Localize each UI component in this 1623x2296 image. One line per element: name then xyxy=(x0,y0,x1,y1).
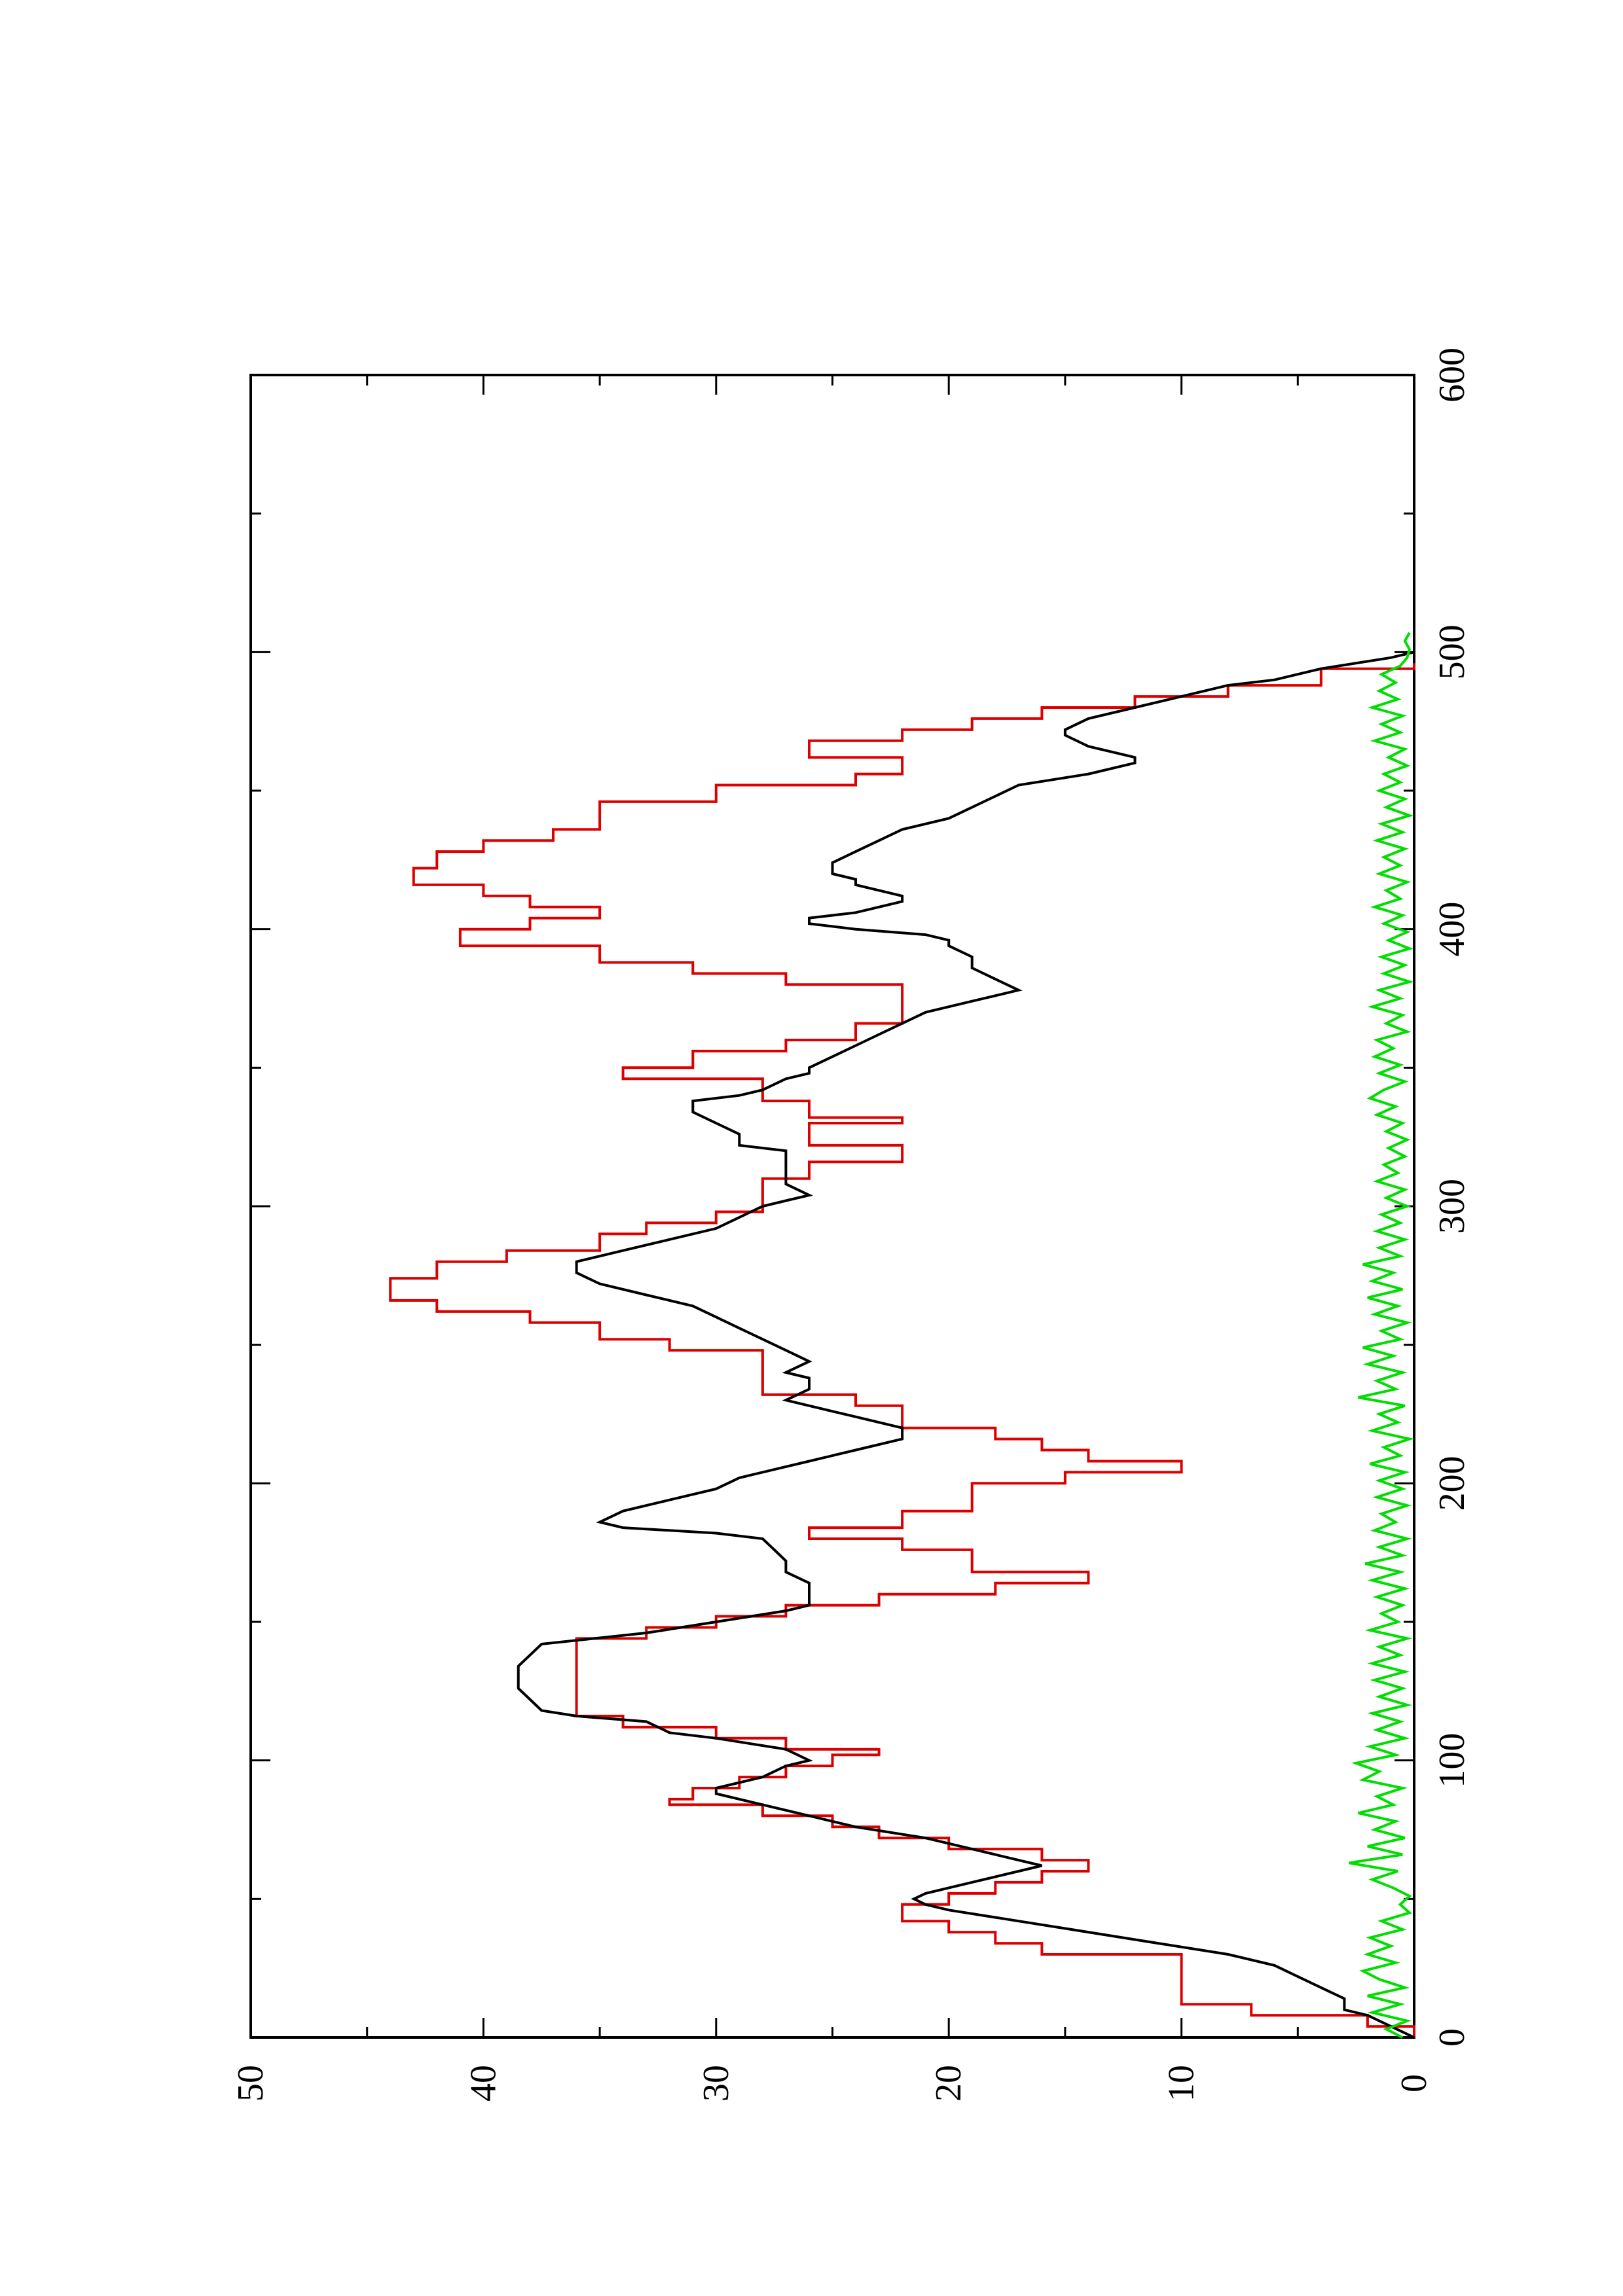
plot-frame xyxy=(249,374,1415,2039)
plot-series xyxy=(389,632,1415,2039)
axis-tick-labels: 0 100 200 300 400 500 600 0 10 20 30 40 50 xyxy=(230,348,1472,2102)
x-tick-label: 500 xyxy=(1432,624,1472,679)
series-green-line xyxy=(1349,632,1415,2039)
y-tick-label: 40 xyxy=(463,2065,503,2102)
x-tick-label: 400 xyxy=(1432,902,1472,957)
x-tick-label: 200 xyxy=(1432,1456,1472,1511)
y-tick-label: 50 xyxy=(230,2065,271,2102)
x-tick-label: 600 xyxy=(1432,348,1472,403)
series-black-line xyxy=(517,651,1415,2039)
axis-ticks xyxy=(249,374,1415,2039)
x-tick-label: 300 xyxy=(1432,1179,1472,1234)
y-tick-label: 10 xyxy=(1161,2065,1202,2102)
x-tick-label: 0 xyxy=(1432,2028,1472,2047)
y-tick-label: 20 xyxy=(928,2065,969,2102)
y-tick-label: 30 xyxy=(696,2065,737,2102)
y-tick-label: 0 xyxy=(1394,2074,1434,2092)
x-tick-label: 100 xyxy=(1432,1733,1472,1788)
series-red-step-line xyxy=(389,663,1415,2037)
